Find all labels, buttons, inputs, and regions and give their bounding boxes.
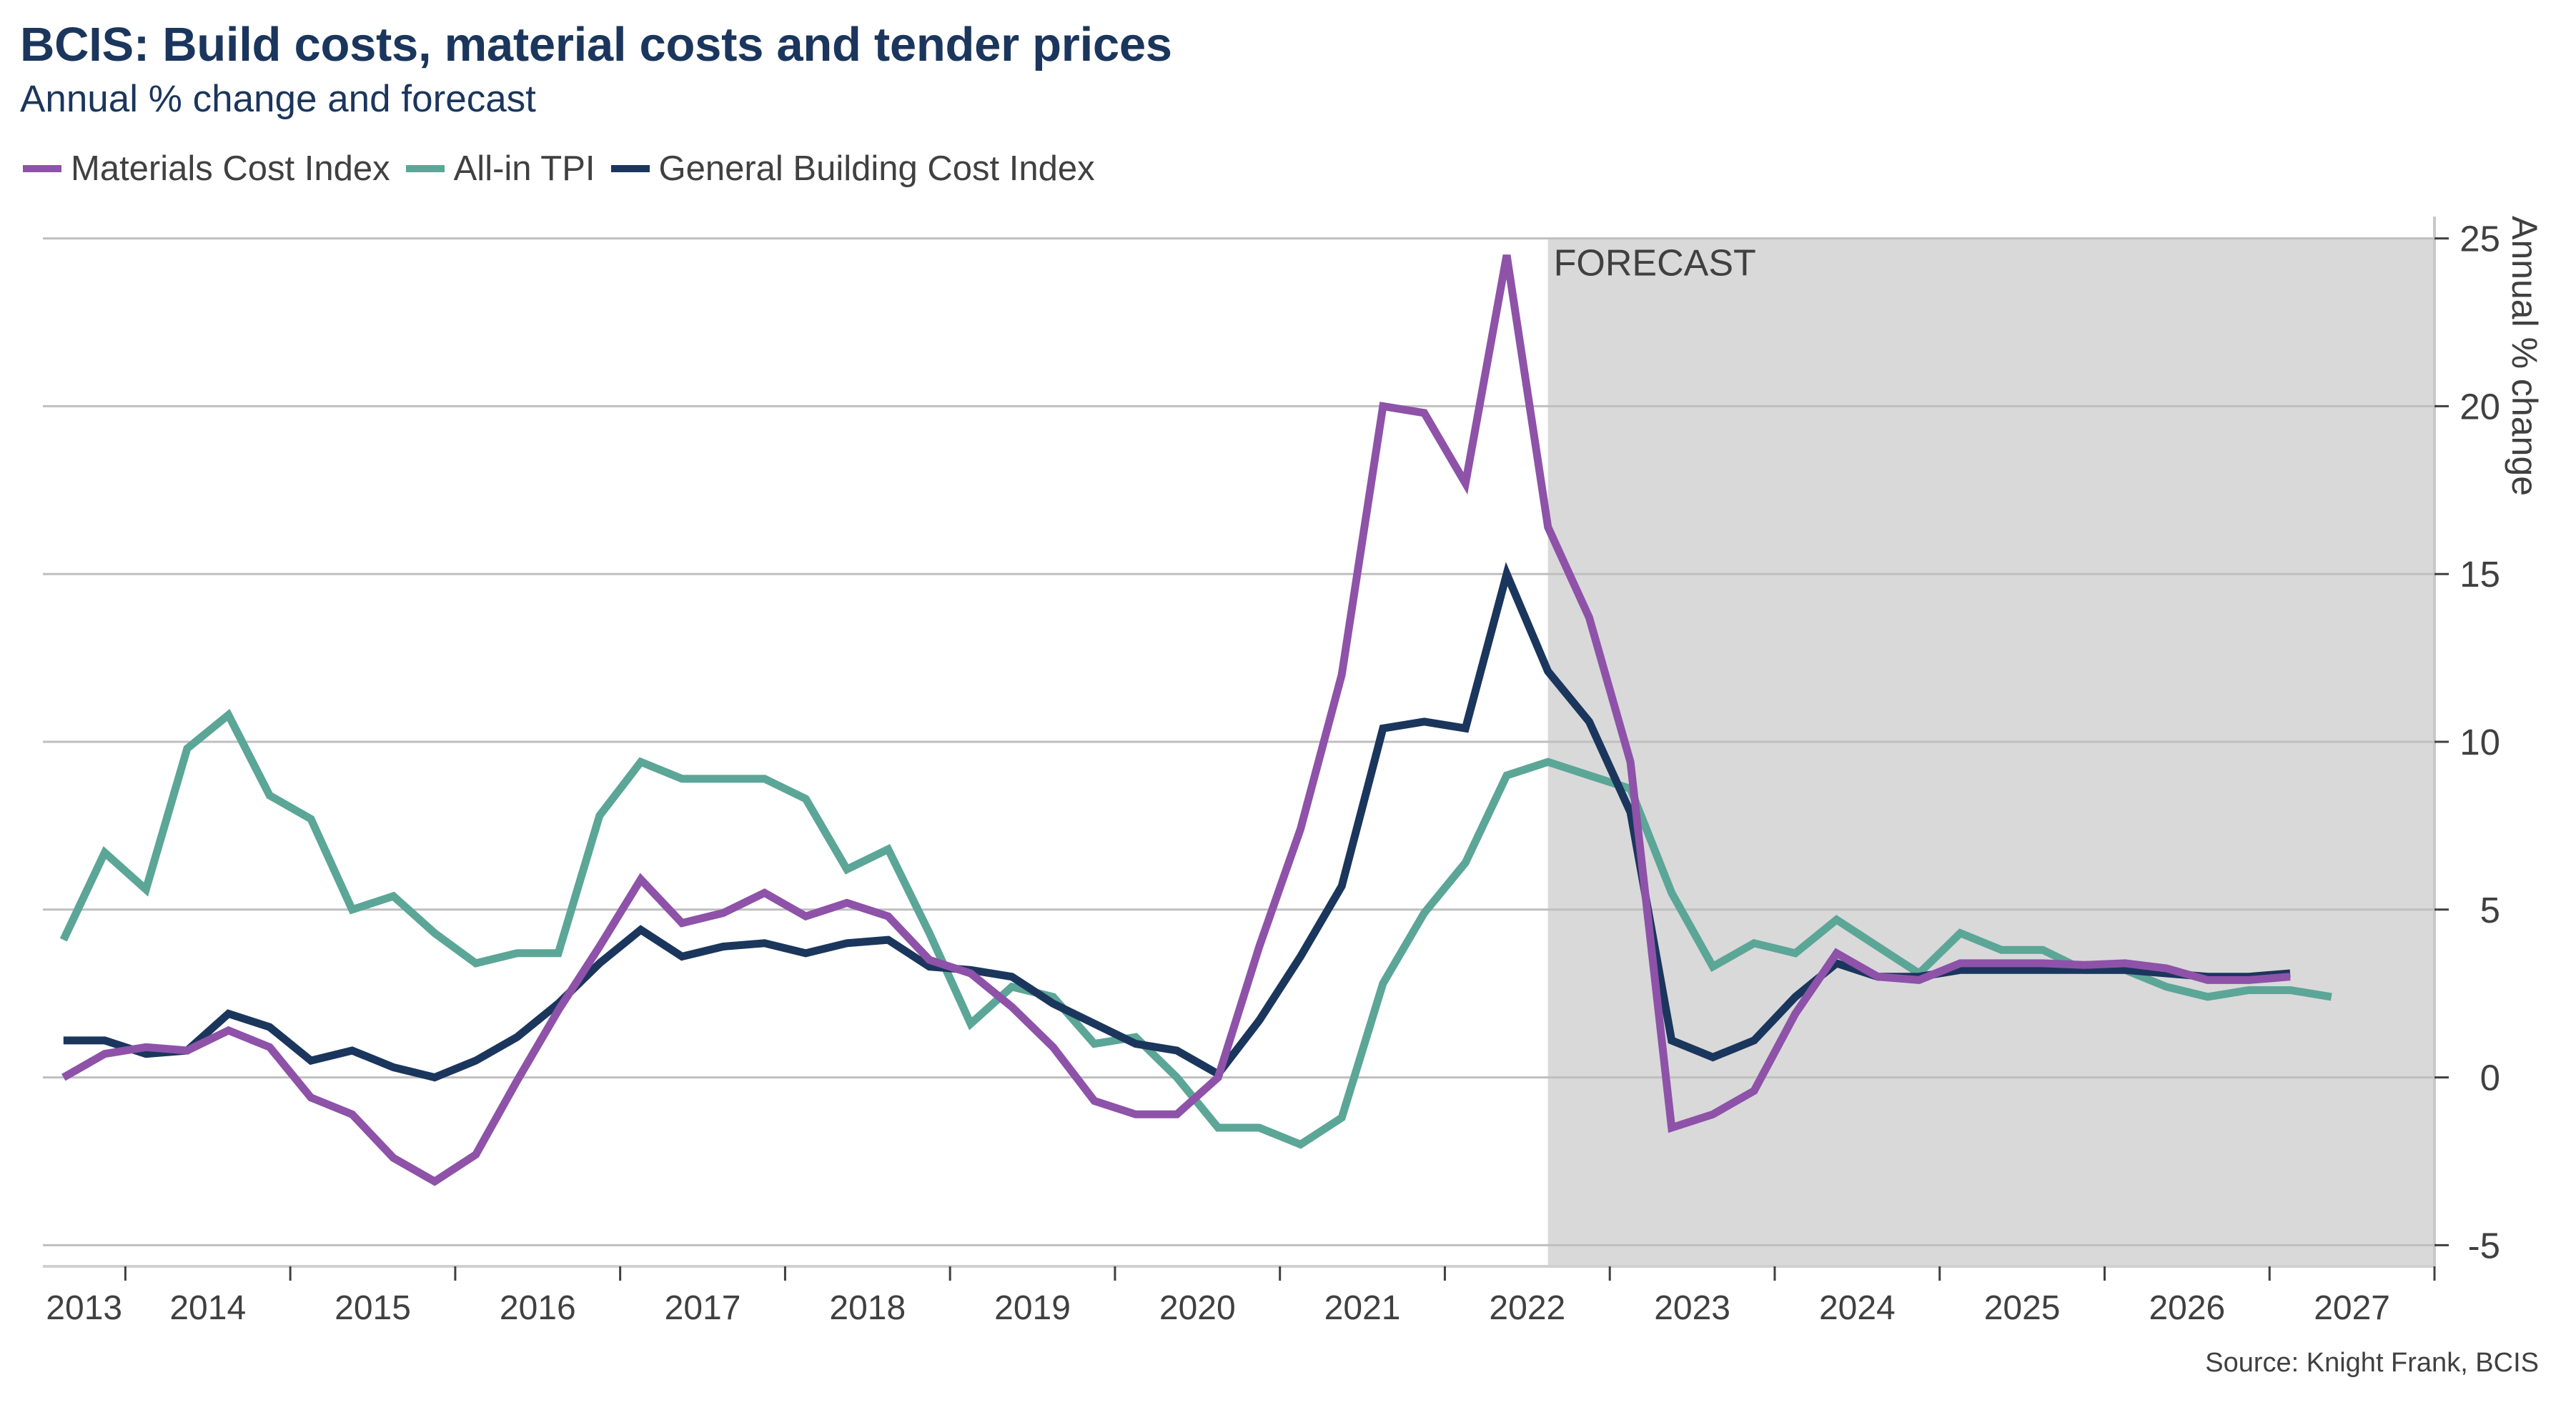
y-tick-label: 25: [2459, 219, 2500, 259]
y-tick-label: 10: [2459, 722, 2500, 763]
x-tick-label: 2024: [1819, 1289, 1896, 1327]
series-lines: [59, 254, 2332, 1186]
y-tick-label: 20: [2459, 386, 2500, 427]
legend-item-general-building-cost-index[interactable]: General Building Cost Index: [610, 149, 1095, 189]
x-tick-label: 2016: [500, 1289, 576, 1327]
y-tick-label: 0: [2480, 1058, 2500, 1098]
y-tick-labels: 25 20 15 10 5 0 -5: [2459, 219, 2500, 1266]
x-tick-label: 2013: [46, 1289, 122, 1327]
legend: Materials Cost Index All-in TPI General …: [23, 146, 1111, 192]
forecast-band: [1547, 238, 2434, 1266]
legend-label: Materials Cost Index: [71, 149, 390, 188]
series-line-all-in-tpi: [59, 708, 2332, 1149]
y-tick-label: 15: [2459, 554, 2500, 595]
legend-swatch-materials-cost-index: [23, 165, 61, 172]
x-tick-label: 2014: [169, 1289, 246, 1327]
legend-item-all-in-tpi[interactable]: All-in TPI: [405, 149, 595, 189]
x-tick-label: 2018: [829, 1289, 906, 1327]
x-tick-label: 2027: [2314, 1289, 2390, 1327]
y-tick-label: 5: [2480, 890, 2500, 930]
x-tick-label: 2022: [1489, 1289, 1565, 1327]
y-tick-label: -5: [2468, 1225, 2500, 1266]
y-axis-title: Annual % change: [2505, 216, 2545, 496]
x-tick-label: 2025: [1984, 1289, 2061, 1327]
x-tick-label: 2020: [1159, 1289, 1236, 1327]
legend-label: All-in TPI: [453, 149, 595, 188]
x-tick-label: 2026: [2149, 1289, 2225, 1327]
x-tick-label: 2021: [1324, 1289, 1401, 1327]
legend-swatch-general-building-cost-index: [610, 165, 650, 172]
chart-title: BCIS: Build costs, material costs and te…: [20, 18, 1172, 71]
x-tick-labels: 2013 2014 2015 2016 2017 2018 2019 2020 2021 2022…: [46, 1289, 2390, 1327]
chart-subtitle: Annual % change and forecast: [20, 78, 536, 120]
x-tick-label: 2019: [994, 1289, 1071, 1327]
x-tick-label: 2017: [665, 1289, 741, 1327]
legend-swatch-all-in-tpi: [405, 165, 445, 172]
x-tick-label: 2015: [335, 1289, 411, 1327]
legend-label: General Building Cost Index: [658, 149, 1095, 188]
source-note: Source: Knight Frank, BCIS: [2205, 1348, 2539, 1378]
forecast-label: FORECAST: [1554, 243, 1756, 284]
legend-item-materials-cost-index[interactable]: Materials Cost Index: [23, 149, 390, 189]
axes: [43, 217, 2449, 1281]
x-tick-label: 2023: [1654, 1289, 1730, 1327]
